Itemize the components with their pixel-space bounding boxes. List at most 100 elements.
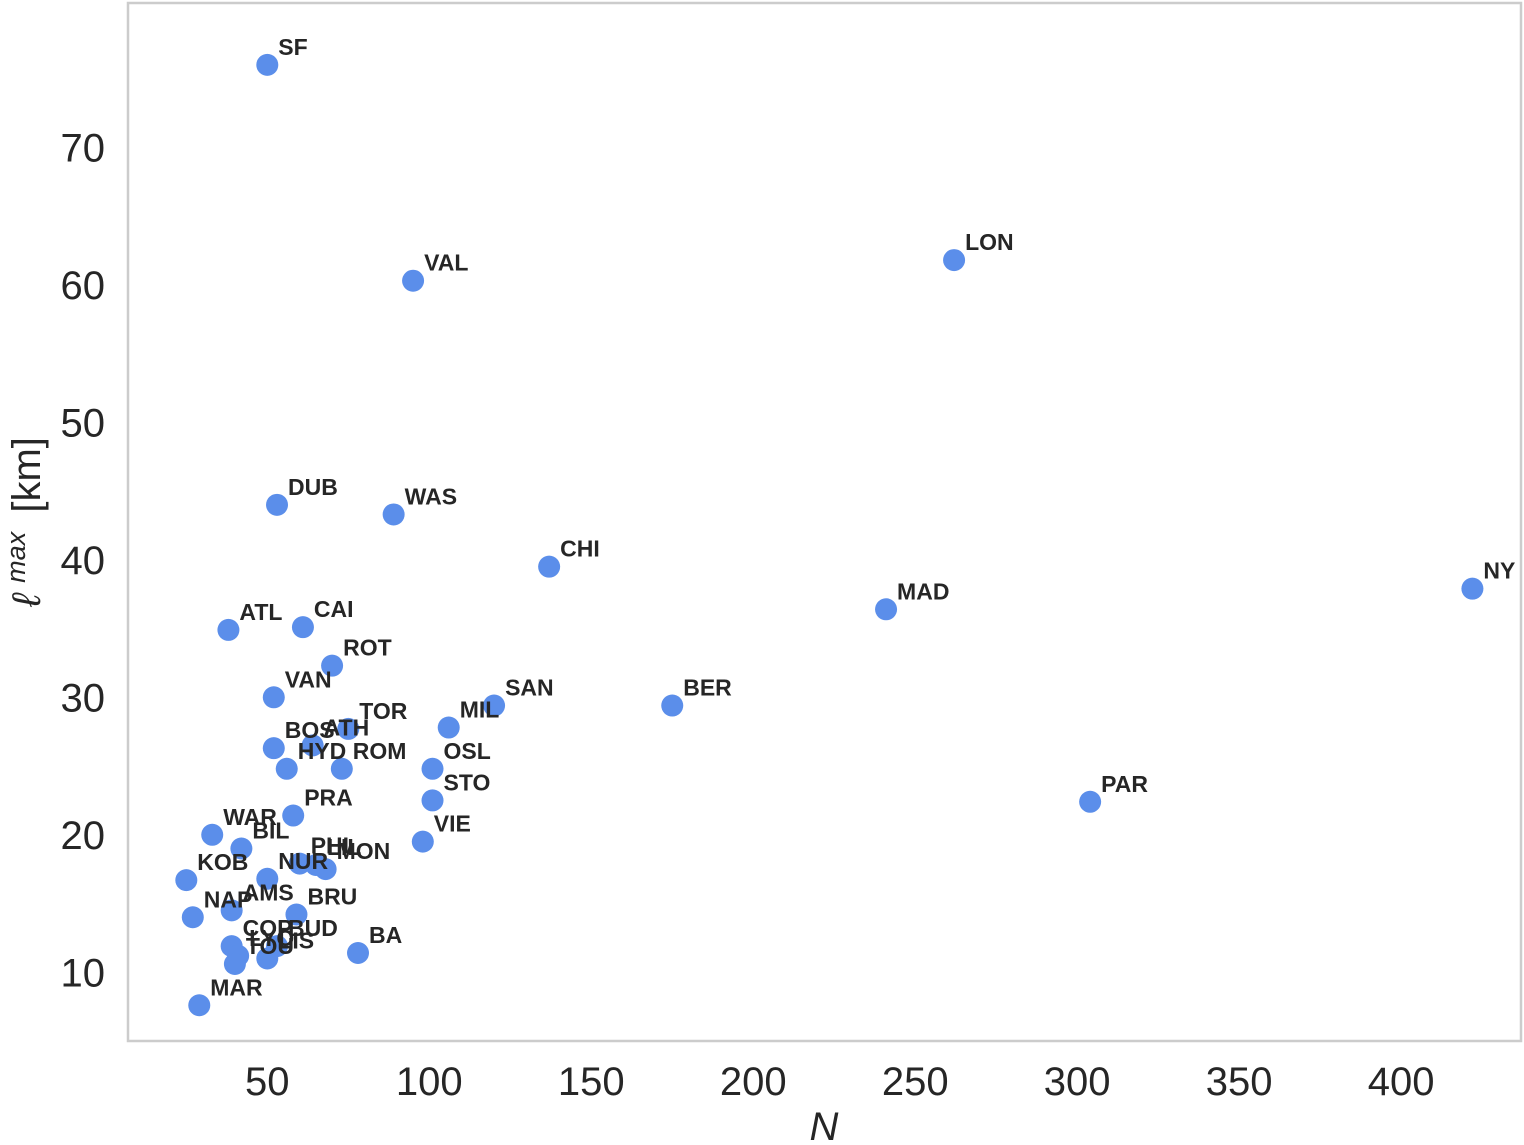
data-point xyxy=(943,249,966,272)
data-point xyxy=(223,953,246,976)
point-label: DUB xyxy=(288,474,338,500)
point-label: BOS xyxy=(285,717,335,743)
y-axis-label-main: ℓ xyxy=(5,592,49,608)
x-tick-labels: 50 100 150 200 250 300 350 400 xyxy=(245,1060,1434,1104)
data-point xyxy=(1079,790,1102,813)
data-points xyxy=(175,53,1484,1017)
point-label: NUR xyxy=(278,848,328,874)
data-point xyxy=(875,598,898,621)
point-label: PAR xyxy=(1101,771,1148,797)
x-tick-label: 400 xyxy=(1368,1060,1435,1104)
point-label: KOB xyxy=(197,849,248,875)
x-axis-label: N xyxy=(810,1105,839,1145)
data-point xyxy=(256,947,279,970)
point-label: BRU xyxy=(307,884,357,910)
point-label: ATH xyxy=(324,714,370,740)
data-point xyxy=(421,757,444,780)
point-label: CAI xyxy=(314,596,354,622)
point-label: TOR xyxy=(359,698,408,724)
y-axis-label-superscript: max xyxy=(1,530,31,583)
point-label: SF xyxy=(278,34,307,60)
y-tick-label: 10 xyxy=(61,951,106,995)
data-point xyxy=(538,555,561,578)
point-label: BA xyxy=(369,922,402,948)
point-label: PRA xyxy=(304,785,353,811)
data-point xyxy=(217,618,240,641)
y-tick-label: 50 xyxy=(61,401,106,445)
point-label: MAD xyxy=(897,578,949,604)
data-point xyxy=(314,858,337,881)
data-point xyxy=(275,757,298,780)
data-point xyxy=(175,869,198,892)
point-label: BER xyxy=(683,675,732,701)
point-label: BIL xyxy=(252,818,289,844)
point-label: TOU xyxy=(246,933,294,959)
data-point xyxy=(421,789,444,812)
data-point xyxy=(411,830,434,853)
data-point xyxy=(256,867,279,890)
point-label: WAR xyxy=(223,804,277,830)
data-point xyxy=(321,654,344,677)
point-label: HYD xyxy=(298,738,347,764)
point-label: ROT xyxy=(343,635,392,661)
data-point xyxy=(301,734,324,757)
data-point xyxy=(437,716,460,739)
data-point xyxy=(201,823,224,846)
point-label: MAR xyxy=(210,974,263,1000)
y-axis-label: ℓ max [km] xyxy=(0,437,49,608)
data-point xyxy=(347,942,370,965)
point-label: COP xyxy=(243,915,293,941)
x-tick-label: 100 xyxy=(396,1060,463,1104)
point-label: BUD xyxy=(288,915,338,941)
point-label: CHI xyxy=(560,536,600,562)
data-point xyxy=(262,737,285,760)
point-label: PHI xyxy=(311,833,349,859)
point-label: STO xyxy=(444,769,491,795)
data-point xyxy=(282,804,305,827)
y-tick-label: 70 xyxy=(61,126,106,170)
data-point xyxy=(291,616,314,639)
point-label: LON xyxy=(965,229,1014,255)
y-tick-label: 40 xyxy=(61,539,106,583)
data-point xyxy=(1461,577,1484,600)
data-point xyxy=(402,269,425,292)
point-label: NAP xyxy=(204,886,253,912)
point-label: LYO xyxy=(249,925,294,951)
point-label: SAN xyxy=(505,675,554,701)
point-label: VAL xyxy=(424,250,468,276)
point-labels: SF VAL LON DUB WAS CHI NY MAD ATL CAI ROT VAN SAN BER… xyxy=(197,34,1515,1000)
point-label: AMS xyxy=(243,879,294,905)
point-label: ATL xyxy=(239,599,282,625)
x-tick-label: 50 xyxy=(245,1060,290,1104)
data-point xyxy=(230,837,253,860)
x-tick-label: 150 xyxy=(558,1060,625,1104)
y-axis-label-unit: [km] xyxy=(5,437,49,513)
data-point xyxy=(288,852,311,875)
x-tick-label: 350 xyxy=(1206,1060,1273,1104)
point-label: LIL xyxy=(327,834,362,860)
data-point xyxy=(220,899,243,922)
data-point xyxy=(661,694,684,717)
data-point xyxy=(256,53,279,76)
x-tick-label: 300 xyxy=(1044,1060,1111,1104)
data-point xyxy=(266,493,289,516)
point-label: VAN xyxy=(285,666,332,692)
x-tick-label: 250 xyxy=(882,1060,949,1104)
point-label: VIE xyxy=(434,811,471,837)
point-label: ROM xyxy=(353,738,407,764)
data-point xyxy=(188,994,211,1017)
y-tick-label: 60 xyxy=(61,264,106,308)
data-point xyxy=(330,757,353,780)
y-tick-label: 30 xyxy=(61,676,106,720)
point-label: LIS xyxy=(278,928,314,954)
point-label: WAS xyxy=(405,483,457,509)
point-label: NY xyxy=(1483,558,1515,584)
x-tick-label: 200 xyxy=(720,1060,787,1104)
data-point xyxy=(181,906,204,929)
point-label: MON xyxy=(337,838,391,864)
data-point xyxy=(262,686,285,709)
data-point xyxy=(483,694,506,717)
data-point xyxy=(337,717,360,740)
point-label: MIL xyxy=(460,697,500,723)
